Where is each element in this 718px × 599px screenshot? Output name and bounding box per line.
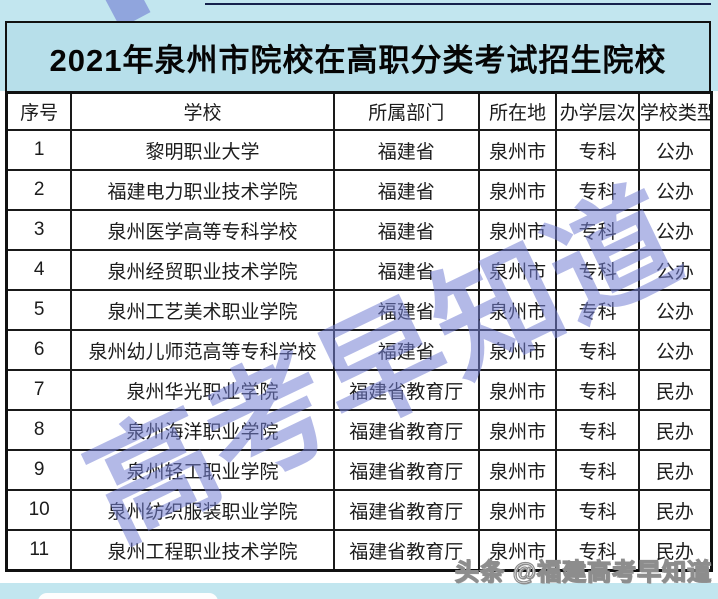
right-cyan-sliver: [711, 0, 718, 75]
table-cell: 福建省教育厅: [332, 489, 480, 531]
table-cell: 泉州市: [477, 289, 558, 331]
table-cell: 专科: [555, 169, 640, 211]
college-table: 序号 学校 所属部门 所在地 办学层次 学校类型 1 黎明职业大学 福建省 泉州市 专科…: [5, 91, 713, 572]
table-row: 7 泉州华光职业学院 福建省教育厅 泉州市 专科 民办: [5, 369, 713, 411]
table-cell: 泉州纺织服装职业学院: [70, 489, 335, 531]
table-row: 3 泉州医学高等专科学校 福建省 泉州市 专科 公办: [5, 209, 713, 251]
col-header-dept: 所属部门: [332, 91, 480, 131]
table-cell: 4: [5, 249, 73, 291]
table-cell: 6: [5, 329, 73, 371]
table-cell: 公办: [637, 169, 713, 211]
table-cell: 公办: [637, 209, 713, 251]
bottom-left-card-edge: [38, 593, 218, 599]
col-header-level: 办学层次: [555, 91, 640, 131]
table-cell: 福建省教育厅: [332, 369, 480, 411]
table-cell: 泉州市: [477, 529, 558, 572]
table-cell: 泉州市: [477, 449, 558, 491]
table-cell: 专科: [555, 529, 640, 572]
table-cell: 泉州幼儿师范高等专科学校: [70, 329, 335, 371]
table-cell: 民办: [637, 369, 713, 411]
table-row: 10 泉州纺织服装职业学院 福建省教育厅 泉州市 专科 民办: [5, 489, 713, 531]
table-cell: 泉州市: [477, 329, 558, 371]
table-cell: 泉州工艺美术职业学院: [70, 289, 335, 331]
table-row: 11 泉州工程职业技术学院 福建省教育厅 泉州市 专科 民办: [5, 529, 713, 572]
table-cell: 泉州市: [477, 409, 558, 451]
table-cell: 福建省: [332, 289, 480, 331]
table-cell: 泉州市: [477, 169, 558, 211]
table-cell: 1: [5, 129, 73, 171]
table-cell: 民办: [637, 409, 713, 451]
table-cell: 9: [5, 449, 73, 491]
table-cell: 专科: [555, 249, 640, 291]
table-header-row: 序号 学校 所属部门 所在地 办学层次 学校类型: [5, 91, 713, 131]
top-navy-line: [205, 3, 718, 5]
table-cell: 专科: [555, 409, 640, 451]
table-cell: 专科: [555, 449, 640, 491]
table-cell: 11: [5, 529, 73, 572]
table-row: 9 泉州轻工职业学院 福建省教育厅 泉州市 专科 民办: [5, 449, 713, 491]
page-title: 2021年泉州市院校在高职分类考试招生院校: [49, 42, 667, 78]
table-cell: 福建省: [332, 209, 480, 251]
col-header-school: 学校: [70, 91, 335, 131]
table-row: 5 泉州工艺美术职业学院 福建省 泉州市 专科 公办: [5, 289, 713, 331]
table-cell: 泉州经贸职业技术学院: [70, 249, 335, 291]
table-cell: 福建电力职业技术学院: [70, 169, 335, 211]
table-row: 8 泉州海洋职业学院 福建省教育厅 泉州市 专科 民办: [5, 409, 713, 451]
table-cell: 福建省教育厅: [332, 449, 480, 491]
table-cell: 福建省: [332, 329, 480, 371]
table-cell: 福建省教育厅: [332, 529, 480, 572]
table-cell: 专科: [555, 289, 640, 331]
table-cell: 福建省: [332, 169, 480, 211]
table-row: 6 泉州幼儿师范高等专科学校 福建省 泉州市 专科 公办: [5, 329, 713, 371]
table-cell: 福建省教育厅: [332, 409, 480, 451]
table-cell: 公办: [637, 249, 713, 291]
col-header-index: 序号: [5, 91, 73, 131]
table-container: 序号 学校 所属部门 所在地 办学层次 学校类型 1 黎明职业大学 福建省 泉州市 专科…: [5, 91, 713, 572]
table-cell: 公办: [637, 289, 713, 331]
table-cell: 公办: [637, 329, 713, 371]
table-cell: 专科: [555, 129, 640, 171]
table-cell: 专科: [555, 209, 640, 251]
table-cell: 泉州市: [477, 369, 558, 411]
table-row: 4 泉州经贸职业技术学院 福建省 泉州市 专科 公办: [5, 249, 713, 291]
table-cell: 泉州海洋职业学院: [70, 409, 335, 451]
table-cell: 7: [5, 369, 73, 411]
table-cell: 泉州轻工职业学院: [70, 449, 335, 491]
table-cell: 8: [5, 409, 73, 451]
table-cell: 泉州市: [477, 249, 558, 291]
table-cell: 泉州市: [477, 209, 558, 251]
table-cell: 3: [5, 209, 73, 251]
col-header-city: 所在地: [477, 91, 558, 131]
table-cell: 福建省: [332, 129, 480, 171]
table-row: 1 黎明职业大学 福建省 泉州市 专科 公办: [5, 129, 713, 171]
table-cell: 泉州华光职业学院: [70, 369, 335, 411]
table-cell: 5: [5, 289, 73, 331]
table-cell: 民办: [637, 449, 713, 491]
table-cell: 泉州市: [477, 129, 558, 171]
table-cell: 黎明职业大学: [70, 129, 335, 171]
table-cell: 泉州市: [477, 489, 558, 531]
bottom-white-gap: [0, 576, 718, 583]
table-cell: 民办: [637, 489, 713, 531]
table-cell: 泉州工程职业技术学院: [70, 529, 335, 572]
table-cell: 泉州医学高等专科学校: [70, 209, 335, 251]
col-header-type: 学校类型: [637, 91, 713, 131]
table-cell: 10: [5, 489, 73, 531]
table-cell: 2: [5, 169, 73, 211]
table-cell: 专科: [555, 329, 640, 371]
table-cell: 公办: [637, 129, 713, 171]
table-cell: 民办: [637, 529, 713, 572]
title-banner: 2021年泉州市院校在高职分类考试招生院校: [5, 21, 711, 91]
table-row: 2 福建电力职业技术学院 福建省 泉州市 专科 公办: [5, 169, 713, 211]
table-cell: 专科: [555, 489, 640, 531]
table-cell: 专科: [555, 369, 640, 411]
table-cell: 福建省: [332, 249, 480, 291]
